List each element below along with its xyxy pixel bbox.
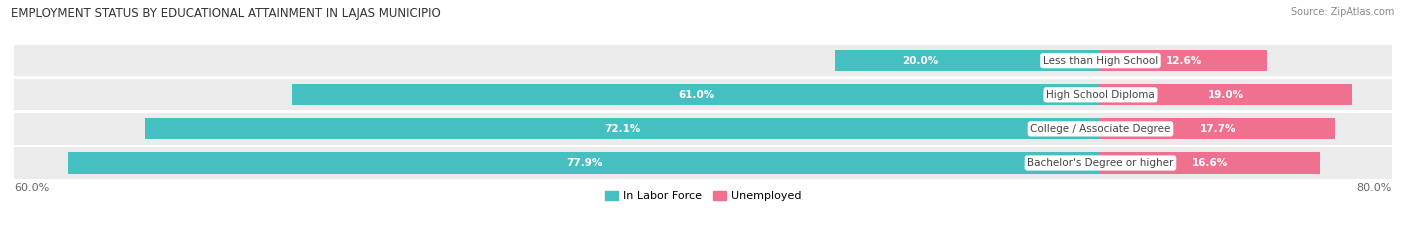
Text: EMPLOYMENT STATUS BY EDUCATIONAL ATTAINMENT IN LAJAS MUNICIPIO: EMPLOYMENT STATUS BY EDUCATIONAL ATTAINM… bbox=[11, 7, 441, 20]
Bar bbox=[835, 50, 1101, 71]
Text: 20.0%: 20.0% bbox=[901, 56, 938, 66]
Legend: In Labor Force, Unemployed: In Labor Force, Unemployed bbox=[605, 191, 801, 201]
Text: 19.0%: 19.0% bbox=[1208, 90, 1244, 100]
Text: 61.0%: 61.0% bbox=[678, 90, 714, 100]
Text: Less than High School: Less than High School bbox=[1043, 56, 1159, 66]
Text: High School Diploma: High School Diploma bbox=[1046, 90, 1154, 100]
Text: 60.0%: 60.0% bbox=[14, 183, 49, 193]
Bar bbox=[14, 113, 1392, 144]
Text: 77.9%: 77.9% bbox=[567, 158, 603, 168]
Bar bbox=[292, 84, 1101, 105]
Text: 80.0%: 80.0% bbox=[1357, 183, 1392, 193]
Bar bbox=[69, 152, 1101, 174]
Bar bbox=[1101, 50, 1267, 71]
Bar bbox=[14, 45, 1392, 76]
Text: 72.1%: 72.1% bbox=[605, 124, 641, 134]
Text: Bachelor's Degree or higher: Bachelor's Degree or higher bbox=[1028, 158, 1174, 168]
Bar bbox=[1101, 84, 1353, 105]
Bar bbox=[14, 147, 1392, 179]
Bar bbox=[145, 118, 1101, 140]
Text: 16.6%: 16.6% bbox=[1192, 158, 1229, 168]
Bar bbox=[1101, 152, 1320, 174]
Text: Source: ZipAtlas.com: Source: ZipAtlas.com bbox=[1291, 7, 1395, 17]
Text: College / Associate Degree: College / Associate Degree bbox=[1031, 124, 1171, 134]
Bar bbox=[14, 79, 1392, 110]
Text: 17.7%: 17.7% bbox=[1199, 124, 1236, 134]
Text: 12.6%: 12.6% bbox=[1166, 56, 1202, 66]
Bar bbox=[1101, 118, 1334, 140]
